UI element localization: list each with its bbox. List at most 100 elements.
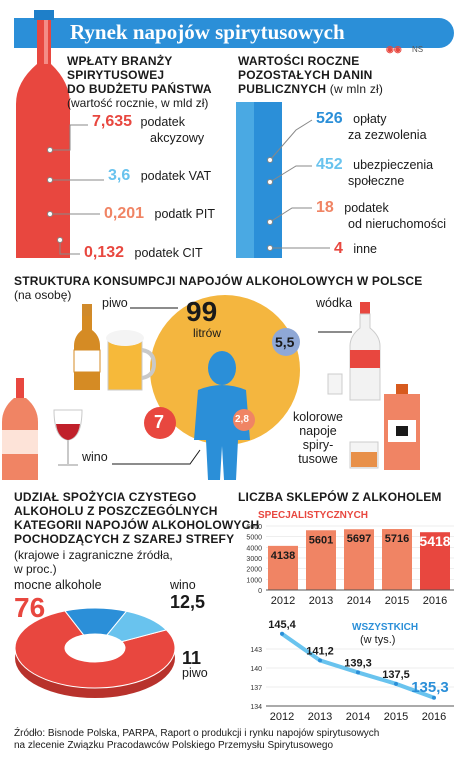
line-ytick-label: 137 [250,685,262,692]
line-point [356,670,360,675]
fees-title-line: WARTOŚCI ROCZNE [238,54,360,68]
donut-hole [65,634,125,662]
fee-value: 18 [316,199,334,216]
grey-zone-title-line: KATEGORII NAPOJÓW ALKOHOLOWYCH [14,518,260,532]
source-line: na zlecenie Związku Pracodawców Polskieg… [14,740,334,751]
wine-value-circle [144,407,176,439]
grey-zone-subtitle-line: (krajowe i zagraniczne źródła, [14,548,173,562]
bottle-cap [34,10,54,20]
fees-title: WARTOŚCI ROCZNE POZOSTAŁYCH DANIN PUBLIC… [238,54,383,96]
wine-bottle-icon [2,378,38,480]
total-litres-unit: litrów [193,326,222,340]
bar-ytick-label: 4000 [246,545,262,552]
fee-item: 18 podatek od nieruchomości [316,199,446,232]
donut-beer-label: piwo [182,666,208,680]
budget-label: podatek [140,115,185,129]
line-point [394,681,398,686]
colored-label-line: kolorowe [292,410,344,424]
fees-title-unit: (w mln zł) [329,82,384,96]
budget-value: 0,201 [104,205,145,222]
bottle-body [16,20,70,258]
line-category-label: 2013 [308,711,332,720]
fee-item: 4 inne [334,240,377,258]
consumption-illustration [2,295,420,480]
wine-label: wino [82,450,108,464]
donut-slice [14,610,176,689]
fee-label: podatek [344,201,389,215]
wine-value: 7 [154,412,165,432]
line-category-label: 2016 [422,711,446,720]
budget-label: akcyzowy [150,131,205,145]
vodka-bottle-illustration [16,10,70,258]
budget-title: WPŁATY BRANŻY SPIRYTUSOWEJ DO BUDŻETU PA… [67,54,212,96]
whisky-glass-icon [349,441,379,469]
bar-category-label: 2014 [347,595,371,607]
source-line: Źródło: Bisnode Polska, PARPA, Raport o … [14,728,380,739]
specialist-label: SPECJALISTYCZNYCH [258,510,369,521]
line-value-label: 137,5 [382,669,410,681]
bar-ytick-label: 3000 [246,556,262,563]
donut-wine-label: wino [170,578,196,592]
vodka-label: wódka [316,296,353,310]
total-litres-value: 99 [186,296,218,327]
beer-bottle-icon [73,304,101,390]
shops-title: LICZBA SKLEPÓW Z ALKOHOLEM [238,490,442,504]
budget-leader-lines [47,119,330,255]
line-ytick-label: 143 [250,647,262,654]
budget-title-line: WPŁATY BRANŻY [67,54,173,68]
donut-wine-value: 12,5 [170,592,206,612]
shot-glass-icon [327,373,343,395]
grey-zone-title-line: ALKOHOLU Z POSZCZEGÓLNYCH [14,504,218,518]
fee-label: społeczne [348,174,405,188]
colored-spirit-bottle-icon [384,384,420,470]
bar-ytick-label: 5000 [246,535,262,542]
bar [306,530,336,590]
person-icon [194,351,250,480]
bar-category-label: 2013 [309,595,333,607]
grey-zone-donut-chart [14,607,176,698]
bar-value-label: 4138 [271,550,295,562]
bar-value-label: 5716 [385,533,409,545]
line-ytick-label: 140 [250,666,262,673]
bar [420,532,450,590]
line-value-label: 145,4 [268,619,296,631]
header-bar [14,18,454,48]
fee-label: inne [353,242,377,256]
budget-item: 3,6 podatek VAT [108,167,211,185]
fee-label: opłaty [353,112,387,126]
bar-ytick-label: 6000 [246,524,262,531]
vodka-bottle-small-icon [349,302,381,401]
line-category-label: 2014 [346,711,370,720]
line-value-label: 135,3 [411,679,449,696]
line-category-label: 2012 [270,711,294,720]
all-shops-unit: (w tys.) [360,634,396,646]
bar-ytick-label: 0 [258,588,262,595]
line-point [280,631,284,636]
line-ytick-label: 134 [250,704,262,711]
grey-zone-subtitle-line: w proc.) [14,562,57,576]
fees-bar-illustration [236,102,282,258]
budget-item: 0,201 podatk PIT [104,205,215,223]
page-title: Rynek napojów spirytusowych [70,20,345,44]
bar-value-label: 5418 [419,533,450,549]
spirits-value: 76 [14,592,46,623]
vodka-value: 5,5 [275,334,295,350]
consumption-subtitle: (na osobę) [14,288,72,302]
budget-item: 7,635 podatek akcyzowy [92,113,232,146]
specialist-bar-chart: 0 1000 2000 3000 4000 5000 6000 4138 2012 5601 201… [246,524,454,607]
beer-label: piwo [102,296,128,310]
budget-label: podatk PIT [154,207,215,221]
fee-value: 452 [316,156,343,173]
line-point [432,695,436,700]
colored-label-line: tusowe [298,452,338,466]
fee-label: za zezwolenia [348,128,427,142]
budget-subtitle: (wartość rocznie, w mld zł) [67,96,209,110]
bar [344,529,374,590]
consumption-title: STRUKTURA KONSUMPCJI NAPOJÓW ALKOHOLOWYC… [14,274,423,288]
bottle-shine [44,20,48,64]
all-shops-label: WSZYSTKICH [352,622,419,633]
vodka-value-circle [272,328,300,356]
bar-ytick-label: 1000 [246,577,262,584]
budget-title-line: SPIRYTUSOWEJ [67,68,165,82]
bar-category-label: 2016 [423,595,447,607]
